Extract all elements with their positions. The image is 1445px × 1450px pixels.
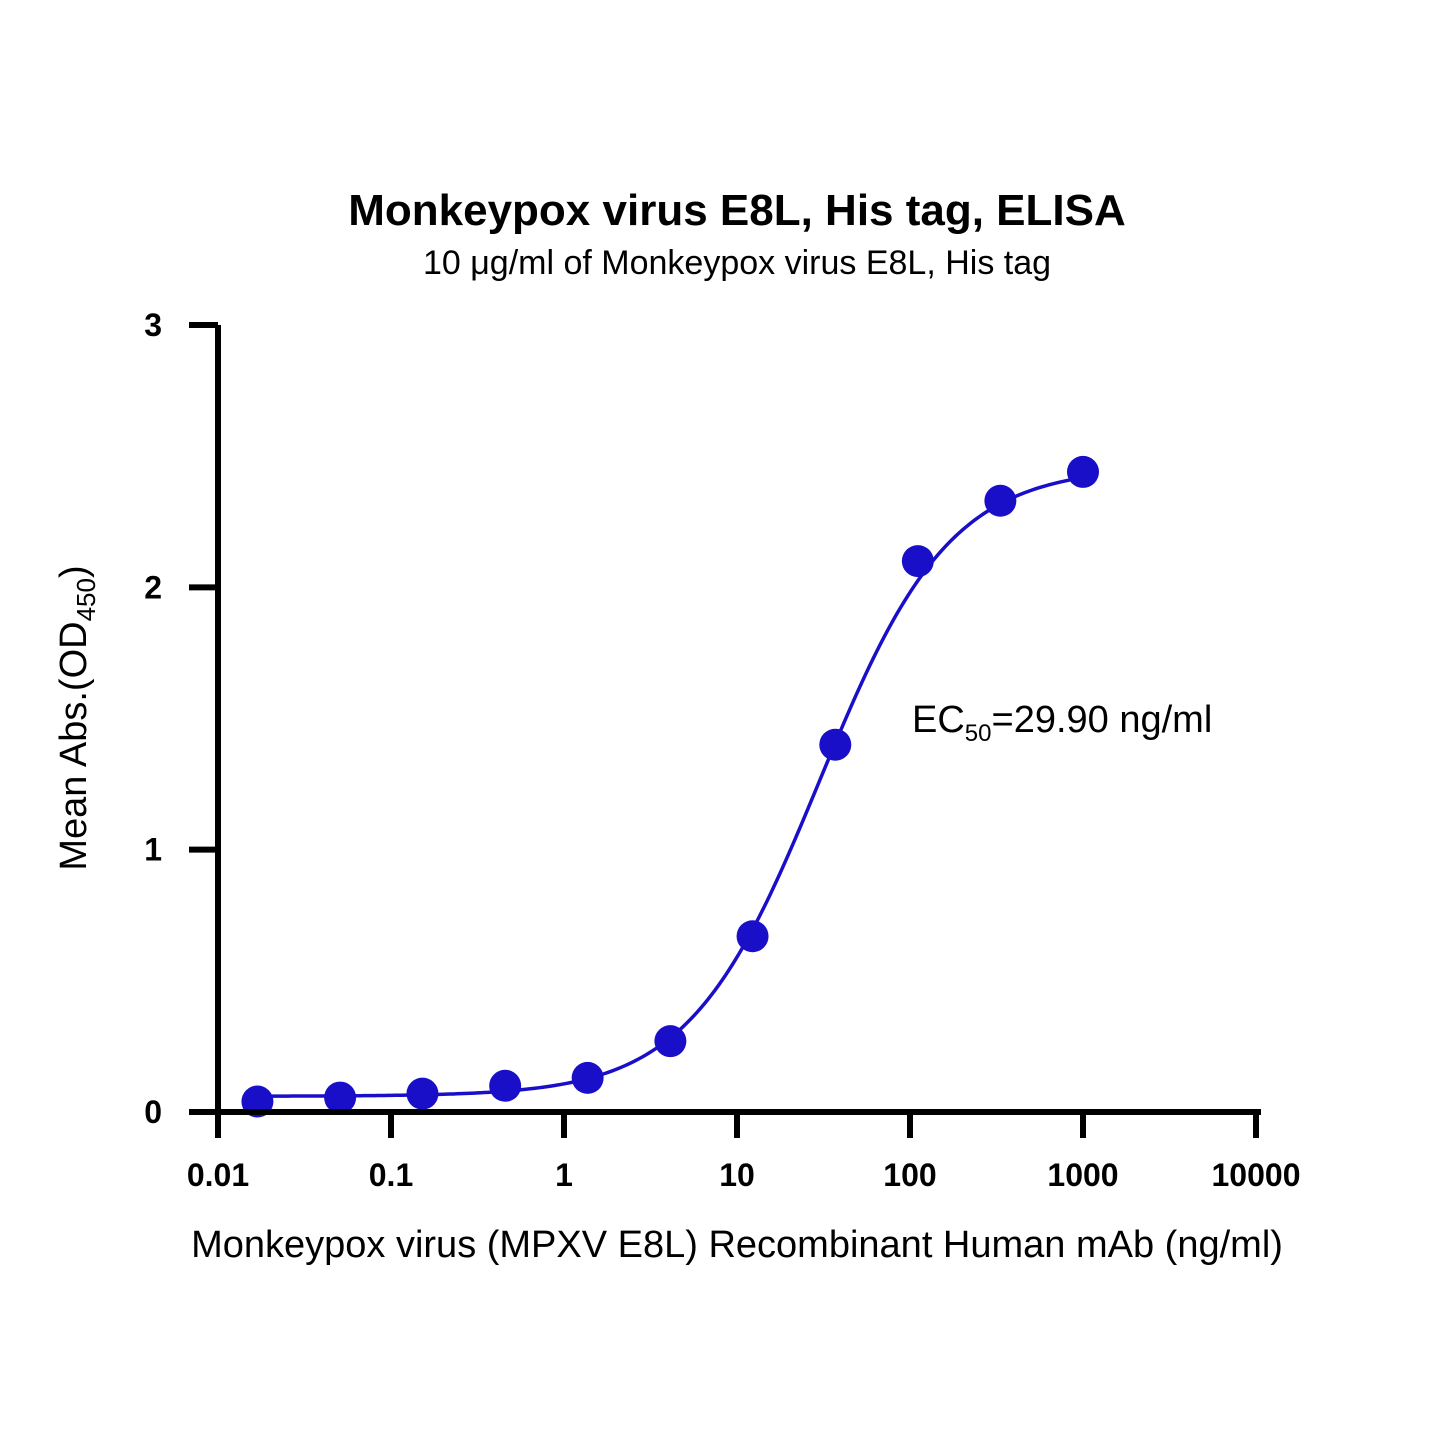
data-point bbox=[324, 1081, 357, 1114]
data-point bbox=[736, 920, 769, 953]
ec50-prefix: EC bbox=[912, 699, 965, 741]
data-point bbox=[571, 1061, 604, 1094]
x-tick-label: 1000 bbox=[1047, 1157, 1118, 1193]
axis-ticks: 0.01 0.1 1 10 100 1000 10000 0 1 2 3 bbox=[144, 307, 1300, 1193]
data-point bbox=[654, 1025, 687, 1058]
x-tick-label: 1 bbox=[555, 1157, 573, 1193]
data-point bbox=[819, 728, 852, 761]
y-axis-label-close: ) bbox=[53, 565, 95, 578]
plot-area bbox=[241, 455, 1099, 1118]
fit-curve bbox=[257, 475, 1084, 1098]
x-tick-label: 0.1 bbox=[369, 1157, 413, 1193]
y-tick-label: 0 bbox=[144, 1094, 162, 1130]
data-point bbox=[984, 484, 1017, 517]
data-point bbox=[1067, 455, 1099, 488]
y-axis-label-main: Mean Abs.(OD bbox=[53, 621, 95, 870]
x-axis-label: Monkeypox virus (MPXV E8L) Recombinant H… bbox=[191, 1224, 1283, 1266]
y-tick-label: 3 bbox=[144, 307, 162, 343]
y-axis-label-subscript: 450 bbox=[71, 578, 101, 621]
x-tick-label: 10 bbox=[719, 1157, 755, 1193]
ec50-annotation: EC50=29.90 ng/ml bbox=[912, 699, 1212, 747]
y-tick-label: 1 bbox=[144, 832, 162, 868]
chart-subtitle: 10 μg/ml of Monkeypox virus E8L, His tag bbox=[423, 244, 1051, 282]
x-tick-label: 0.01 bbox=[187, 1157, 249, 1193]
y-tick-label: 2 bbox=[144, 569, 162, 605]
x-tick-label: 100 bbox=[883, 1157, 936, 1193]
ec50-subscript: 50 bbox=[965, 720, 992, 747]
chart-title: Monkeypox virus E8L, His tag, ELISA bbox=[348, 186, 1126, 235]
ec50-value: =29.90 ng/ml bbox=[992, 699, 1213, 741]
x-tick-label: 10000 bbox=[1212, 1157, 1301, 1193]
data-point bbox=[489, 1069, 522, 1102]
y-axis-label: Mean Abs.(OD450) bbox=[53, 565, 101, 870]
data-point bbox=[901, 545, 934, 578]
data-point bbox=[406, 1077, 439, 1110]
